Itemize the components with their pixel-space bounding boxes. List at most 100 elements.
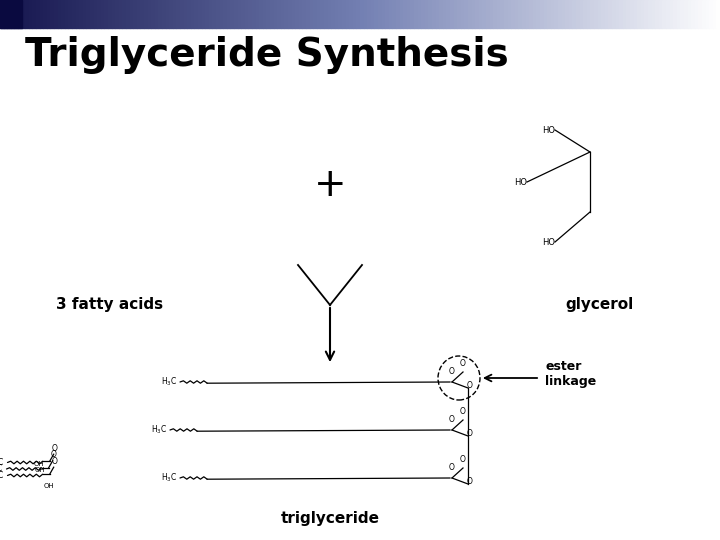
Bar [558, 0, 562, 28]
Text: O: O [51, 457, 57, 465]
Bar [418, 0, 421, 28]
Bar [223, 0, 227, 28]
Bar [68, 0, 72, 28]
Bar [709, 0, 713, 28]
Bar [446, 0, 450, 28]
Text: 3 fatty acids: 3 fatty acids [56, 298, 163, 313]
Bar [425, 0, 428, 28]
Bar [0, 0, 4, 28]
Text: H$_3$C: H$_3$C [0, 463, 4, 475]
Bar [40, 0, 43, 28]
Bar [119, 0, 122, 28]
Bar [601, 0, 605, 28]
Bar [54, 0, 58, 28]
Bar [432, 0, 436, 28]
Bar [331, 0, 335, 28]
Bar [241, 0, 245, 28]
Text: H$_3$C: H$_3$C [0, 469, 4, 482]
Bar [562, 0, 565, 28]
Bar [140, 0, 144, 28]
Bar [97, 0, 101, 28]
Bar [688, 0, 691, 28]
Bar [90, 0, 94, 28]
Text: ester
linkage: ester linkage [545, 360, 596, 388]
Bar [270, 0, 274, 28]
Text: O: O [460, 407, 466, 416]
Bar [248, 0, 252, 28]
Bar [112, 0, 115, 28]
Bar [259, 0, 263, 28]
Bar [594, 0, 598, 28]
Bar [666, 0, 670, 28]
Bar [94, 0, 97, 28]
Bar [7, 0, 11, 28]
Bar [482, 0, 486, 28]
Bar [508, 0, 511, 28]
Bar [324, 0, 328, 28]
Bar [421, 0, 425, 28]
Bar [47, 0, 50, 28]
Bar [630, 0, 634, 28]
Bar [641, 0, 644, 28]
Bar [104, 0, 108, 28]
Bar [414, 0, 418, 28]
Bar [634, 0, 637, 28]
Bar [230, 0, 234, 28]
Bar [58, 0, 61, 28]
Text: O: O [467, 429, 473, 438]
Bar [151, 0, 155, 28]
Bar [590, 0, 594, 28]
Bar [518, 0, 522, 28]
Text: OH: OH [35, 467, 45, 473]
Text: OH: OH [34, 461, 45, 467]
Bar [400, 0, 403, 28]
Bar [284, 0, 288, 28]
Bar [619, 0, 623, 28]
Bar [659, 0, 662, 28]
Bar [338, 0, 342, 28]
Text: glycerol: glycerol [566, 298, 634, 313]
Bar [396, 0, 400, 28]
Bar [328, 0, 331, 28]
Bar [551, 0, 554, 28]
Bar [468, 0, 472, 28]
Bar [209, 0, 212, 28]
Bar [238, 0, 241, 28]
Bar [32, 0, 36, 28]
Text: O: O [467, 477, 473, 487]
Bar [83, 0, 86, 28]
Bar [392, 0, 396, 28]
Bar [162, 0, 166, 28]
Bar [540, 0, 544, 28]
Bar [436, 0, 439, 28]
Bar [155, 0, 158, 28]
Bar [673, 0, 677, 28]
Bar [292, 0, 295, 28]
Bar [346, 0, 349, 28]
Text: O: O [50, 450, 56, 459]
Text: HO: HO [542, 125, 555, 134]
Bar [202, 0, 205, 28]
Bar [220, 0, 223, 28]
Bar [115, 0, 119, 28]
Bar [320, 0, 324, 28]
Bar [61, 0, 65, 28]
Bar [65, 0, 68, 28]
Bar [529, 0, 533, 28]
Bar [497, 0, 500, 28]
Bar [144, 0, 148, 28]
Bar [655, 0, 659, 28]
Bar [713, 0, 716, 28]
Bar [184, 0, 187, 28]
Bar [108, 0, 112, 28]
Bar [137, 0, 140, 28]
Text: OH: OH [43, 483, 54, 489]
Text: O: O [449, 415, 455, 424]
Bar [18, 0, 22, 28]
Bar [450, 0, 454, 28]
Bar [587, 0, 590, 28]
Text: H$_3$C: H$_3$C [161, 472, 177, 484]
Bar [263, 0, 266, 28]
Bar [180, 0, 184, 28]
Bar [576, 0, 580, 28]
